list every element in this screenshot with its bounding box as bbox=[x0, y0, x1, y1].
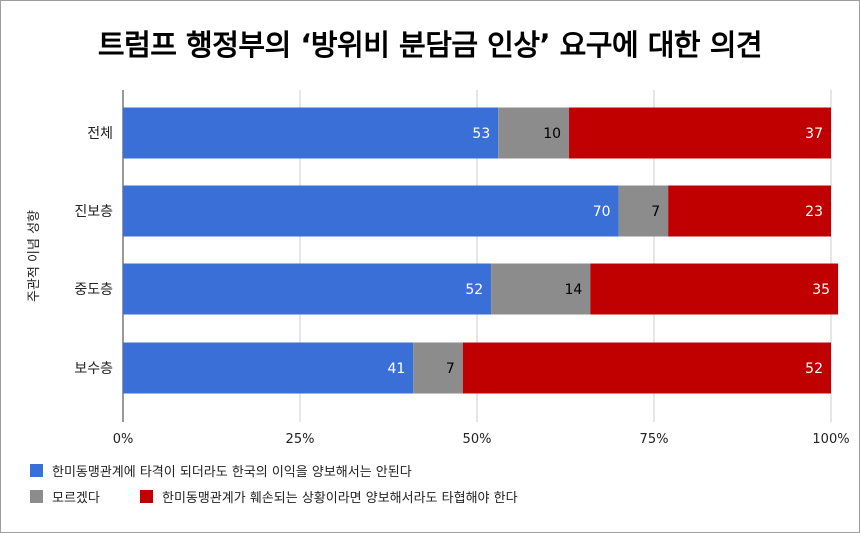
legend-item-no-concession: 한미동맹관계에 타격이 되더라도 한국의 이익을 양보해서는 안된다 bbox=[30, 461, 412, 480]
bar-segment bbox=[668, 185, 831, 237]
x-tick-label: 0% bbox=[113, 432, 134, 447]
category-label: 보수층 bbox=[74, 361, 113, 377]
chart-title: 트럼프 행정부의 ‘방위비 분담금 인상’ 요구에 대한 의견 bbox=[97, 28, 763, 62]
category-label: 전체 bbox=[87, 126, 113, 142]
data-label: 53 bbox=[472, 126, 490, 142]
bar-segment bbox=[123, 185, 619, 237]
legend-item-dont-know: 모르겠다 bbox=[30, 487, 100, 506]
bar-segment bbox=[462, 342, 831, 394]
bar-segment bbox=[491, 263, 591, 315]
x-tick-label: 75% bbox=[640, 432, 669, 447]
data-label: 10 bbox=[543, 126, 561, 142]
bar-segment bbox=[413, 342, 463, 394]
data-label: 7 bbox=[446, 361, 455, 377]
data-label: 52 bbox=[805, 361, 823, 377]
data-label: 23 bbox=[805, 204, 823, 220]
x-tick-label: 25% bbox=[286, 432, 315, 447]
legend-swatch-no-concession bbox=[30, 464, 43, 477]
data-label: 14 bbox=[564, 282, 582, 298]
legend-label-no-concession: 한미동맹관계에 타격이 되더라도 한국의 이익을 양보해서는 안된다 bbox=[52, 465, 412, 480]
data-label: 7 bbox=[651, 204, 660, 220]
bar-segment bbox=[590, 263, 839, 315]
legend-label-dont-know: 모르겠다 bbox=[52, 491, 100, 506]
x-tick-label: 100% bbox=[812, 432, 849, 447]
bar-segment bbox=[618, 185, 669, 237]
data-label: 41 bbox=[387, 361, 405, 377]
category-label: 중도층 bbox=[74, 282, 113, 298]
x-tick-label: 50% bbox=[463, 432, 492, 447]
bar-segment bbox=[569, 107, 831, 159]
legend-swatch-dont-know bbox=[30, 490, 43, 503]
bar-segment bbox=[123, 342, 414, 394]
data-label: 37 bbox=[805, 126, 823, 142]
bar-segment bbox=[123, 107, 499, 159]
category-label: 진보층 bbox=[74, 204, 113, 220]
data-label: 35 bbox=[812, 282, 830, 298]
legend-item-compromise: 한미동맹관계가 훼손되는 상황이라면 양보해서라도 타협해야 한다 bbox=[140, 487, 518, 506]
data-label: 52 bbox=[465, 282, 483, 298]
data-label: 70 bbox=[593, 204, 611, 220]
bar-segment bbox=[498, 107, 570, 159]
legend-swatch-compromise bbox=[140, 490, 153, 503]
y-axis-title: 주관적 이념 성향 bbox=[27, 210, 42, 302]
bar-segment bbox=[123, 263, 492, 315]
legend-label-compromise: 한미동맹관계가 훼손되는 상황이라면 양보해서라도 타협해야 한다 bbox=[162, 491, 518, 506]
